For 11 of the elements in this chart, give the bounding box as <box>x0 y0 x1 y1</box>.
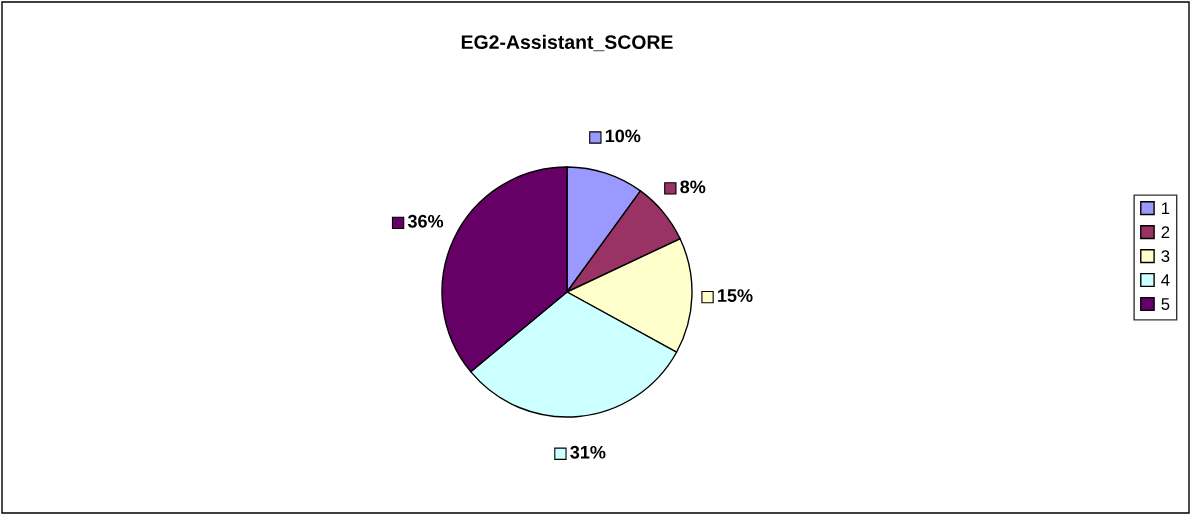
legend-label: 3 <box>1161 250 1170 263</box>
legend-label: 2 <box>1161 226 1170 238</box>
data-label: 31% <box>570 445 606 459</box>
legend-label: 1 <box>1162 202 1170 214</box>
legend-label: 5 <box>1161 298 1170 310</box>
data-label: 15% <box>718 289 753 302</box>
legend-label: 4 <box>1161 274 1170 286</box>
data-label: 10% <box>605 129 641 143</box>
data-label: 8% <box>680 180 706 194</box>
data-label: 36% <box>407 214 444 228</box>
chart-title: EG2-Assistant_SCORE <box>461 34 673 52</box>
